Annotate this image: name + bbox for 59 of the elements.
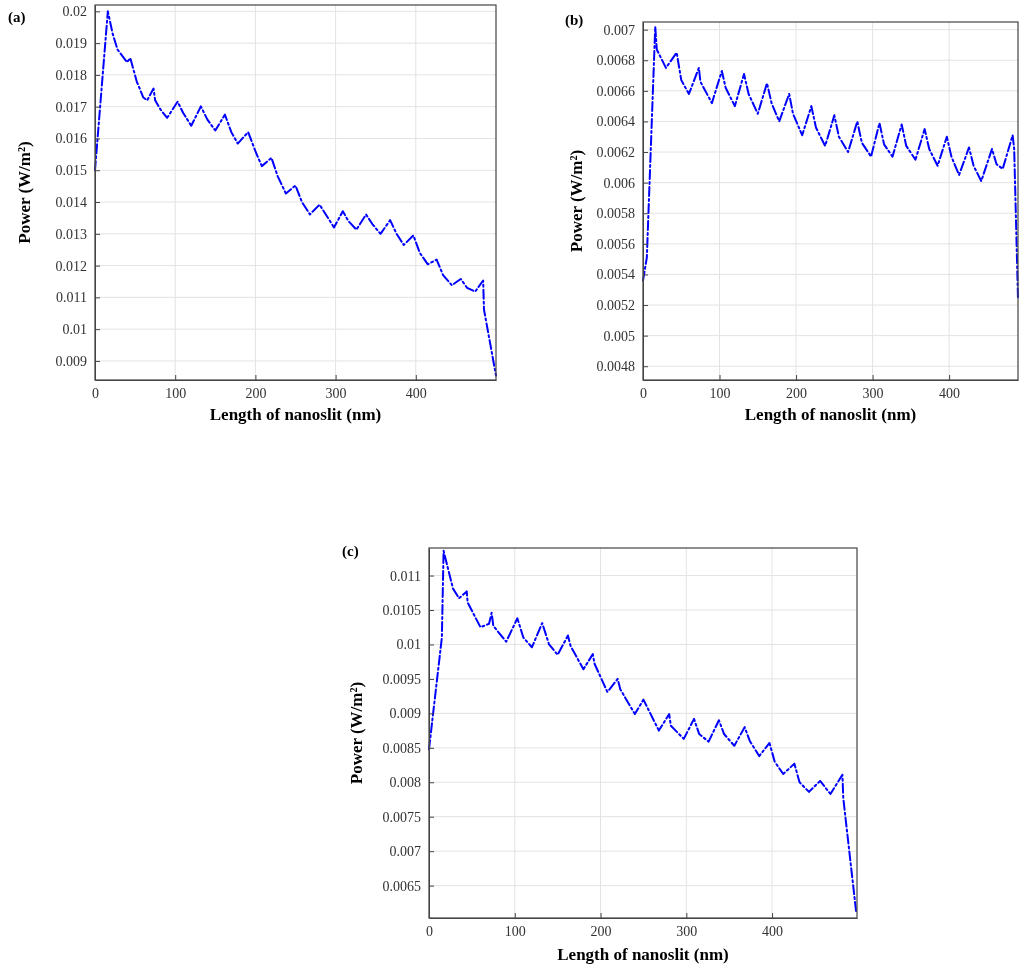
x-tick-label: 200 xyxy=(786,385,808,401)
x-tick-label: 100 xyxy=(504,923,526,939)
y-tick-label: 0.0062 xyxy=(596,145,635,161)
y-tick-label: 0.0048 xyxy=(596,359,635,375)
y-axis-title: Power (W/m²) xyxy=(567,149,586,253)
y-tick-label: 0.007 xyxy=(603,22,635,38)
x-tick-label: 0 xyxy=(640,385,647,401)
y-tick-label: 0.011 xyxy=(390,568,421,584)
y-tick-label: 0.006 xyxy=(603,175,635,191)
y-tick-label: 0.009 xyxy=(55,353,87,369)
x-tick-label: 200 xyxy=(245,385,267,401)
chart-title: (b) xyxy=(565,12,584,29)
x-axis-title: Length of nanoslit (nm) xyxy=(209,405,382,424)
y-axis-title: Power (W/m²) xyxy=(15,141,34,244)
y-tick-label: 0.01 xyxy=(62,322,87,338)
y-tick-label: 0.017 xyxy=(55,99,87,115)
y-tick-label: 0.0085 xyxy=(382,740,421,756)
y-tick-label: 0.0068 xyxy=(596,53,635,69)
chart-title: (a) xyxy=(8,9,26,26)
y-tick-label: 0.0095 xyxy=(382,671,421,687)
y-tick-label: 0.0056 xyxy=(596,236,635,252)
y-tick-label: 0.005 xyxy=(603,328,635,344)
y-tick-label: 0.012 xyxy=(55,258,87,274)
x-tick-label: 400 xyxy=(762,923,784,939)
y-tick-label: 0.0064 xyxy=(596,114,635,130)
x-axis-title: Length of nanoslit (nm) xyxy=(744,405,917,424)
y-axis-title: Power (W/m²) xyxy=(347,681,366,785)
y-tick-label: 0.015 xyxy=(55,163,87,179)
x-tick-label: 100 xyxy=(165,385,187,401)
y-tick-label: 0.0105 xyxy=(382,602,421,618)
x-tick-label: 300 xyxy=(325,385,347,401)
y-tick-label: 0.013 xyxy=(55,226,87,242)
y-tick-label: 0.0058 xyxy=(596,206,635,222)
y-tick-label: 0.02 xyxy=(62,4,87,20)
x-tick-label: 0 xyxy=(92,385,99,401)
y-tick-label: 0.014 xyxy=(55,195,87,211)
y-tick-label: 0.0065 xyxy=(382,878,421,894)
x-tick-label: 300 xyxy=(676,923,698,939)
y-tick-label: 0.018 xyxy=(55,67,87,83)
y-tick-label: 0.01 xyxy=(396,637,421,653)
y-tick-label: 0.0054 xyxy=(596,267,635,283)
y-tick-label: 0.0075 xyxy=(382,809,421,825)
x-tick-label: 400 xyxy=(405,385,427,401)
y-tick-label: 0.016 xyxy=(55,131,87,147)
x-tick-label: 400 xyxy=(939,385,961,401)
y-tick-label: 0.008 xyxy=(389,775,421,791)
chart-title: (c) xyxy=(342,543,359,560)
line-series xyxy=(428,549,858,913)
y-tick-label: 0.0052 xyxy=(596,298,635,314)
x-tick-label: 100 xyxy=(709,385,731,401)
x-tick-label: 0 xyxy=(426,923,433,939)
y-tick-label: 0.009 xyxy=(389,706,421,722)
x-axis-title: Length of nanoslit (nm) xyxy=(557,945,729,964)
y-tick-label: 0.0066 xyxy=(596,83,635,99)
x-tick-label: 300 xyxy=(862,385,884,401)
y-tick-label: 0.007 xyxy=(389,844,421,860)
y-tick-label: 0.019 xyxy=(55,36,87,52)
x-tick-label: 200 xyxy=(590,923,612,939)
y-tick-label: 0.011 xyxy=(56,290,87,306)
